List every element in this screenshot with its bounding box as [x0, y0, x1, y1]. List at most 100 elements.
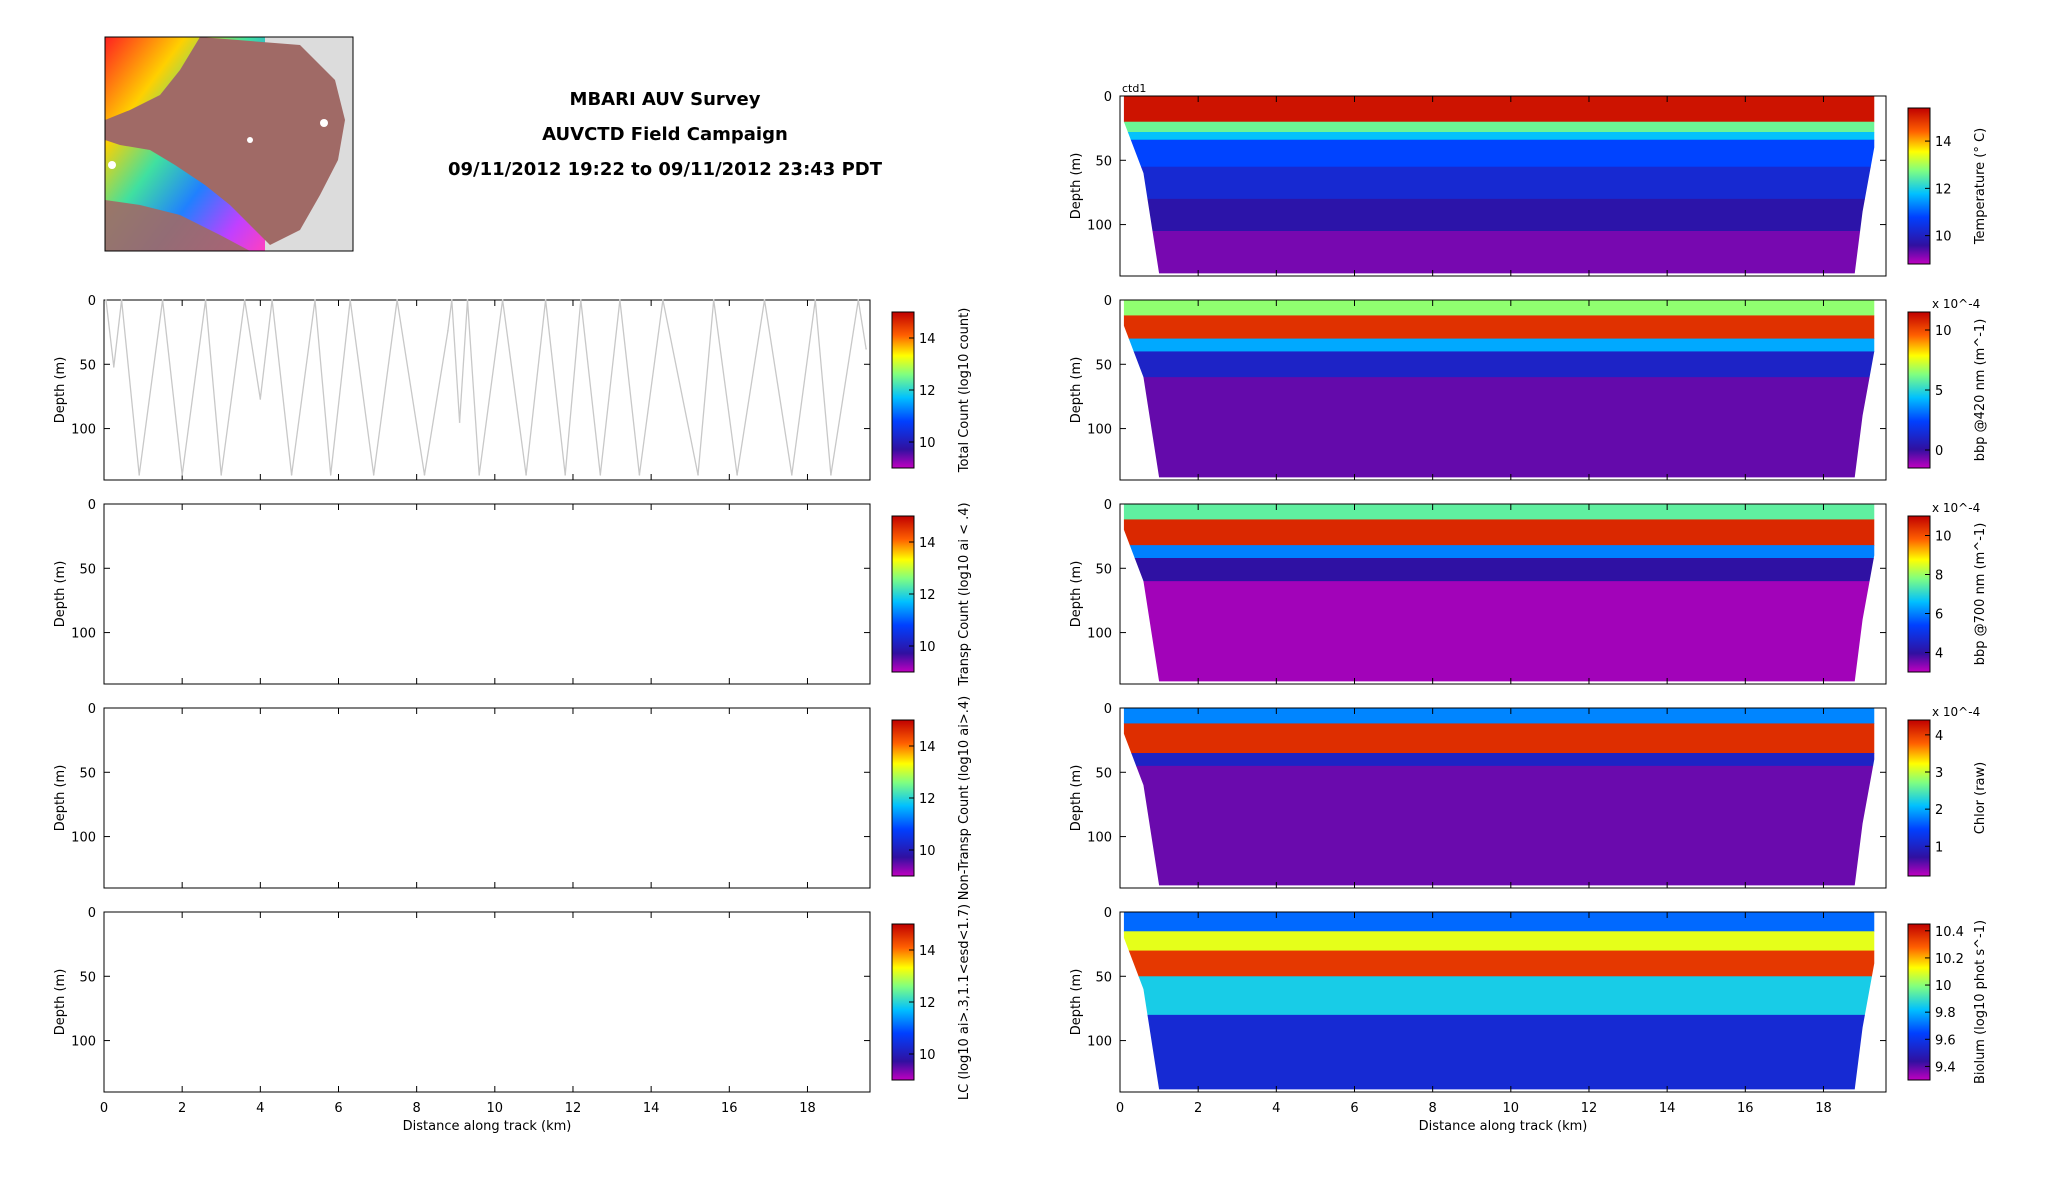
colorbar-label: LC (log10 ai>.3,1.1<esd<1.7)	[957, 904, 972, 1100]
colorbar-right-4: 9.4 9.6 9.8 10 10.2 10.4 Biolum (log10 phot s^…	[1907, 920, 1988, 1084]
map-land-south	[105, 200, 250, 251]
track-point	[259, 398, 262, 400]
colorbar-tick-label: 12	[919, 588, 936, 603]
y-tick-label: 0	[1104, 90, 1112, 105]
heatmap-layer	[1123, 231, 1875, 274]
y-tick-label: 0	[1104, 702, 1112, 717]
y-tick-label: 50	[79, 562, 96, 577]
x-tick-label: 18	[799, 1101, 816, 1116]
colorbar-right-3: 1 2 3 4 x 10^-4 Chlor (raw)	[1907, 705, 1988, 877]
x-tick-label: 16	[721, 1101, 738, 1116]
colorbar-tick-label: 6	[1935, 608, 1943, 623]
x-tick-label: 8	[413, 1101, 421, 1116]
y-tick-label: 50	[79, 358, 96, 373]
map-marker-east	[320, 119, 328, 127]
x-tick-label: 0	[100, 1101, 108, 1116]
y-axis-label: Depth (m)	[53, 561, 68, 628]
axes-frame	[1119, 707, 1887, 889]
track-point	[830, 474, 832, 476]
axes-frame	[1119, 503, 1887, 685]
track-point	[763, 299, 766, 301]
track-point	[451, 299, 453, 301]
y-tick-label: 50	[79, 766, 96, 781]
colorbar-tick-label: 10	[919, 436, 936, 451]
heatmap-layer	[1123, 338, 1875, 352]
colorbar-label: Non-Transp Count (log10 ai>.4)	[957, 696, 972, 900]
colorbar-label: Temperature (° C)	[1973, 128, 1988, 245]
x-tick-label: 6	[334, 1101, 342, 1116]
colorbar-right-1: 0 5 10 x 10^-4 bbp @420 nm (m^-1)	[1907, 297, 1988, 469]
track-point	[736, 474, 738, 476]
heatmap-body	[1123, 300, 1875, 478]
track-point	[423, 474, 426, 476]
y-tick-label: 100	[71, 423, 96, 438]
heatmap-body	[1123, 912, 1875, 1090]
colorbar-tick-label: 12	[1935, 182, 1952, 197]
y-tick-label: 0	[1104, 498, 1112, 513]
track-point	[662, 299, 664, 301]
y-axis-label: Depth (m)	[53, 357, 68, 424]
heatmap-0: ctd1	[1122, 82, 1875, 274]
colorbar-tick-label: 2	[1935, 803, 1943, 818]
x-tick-label: 4	[256, 1101, 264, 1116]
y-axis-label: Depth (m)	[1069, 153, 1084, 220]
map-frame	[104, 36, 354, 252]
x-tick-label: 8	[1429, 1101, 1437, 1116]
track-point	[619, 299, 621, 301]
heatmap-layer	[1123, 765, 1875, 886]
colorbar-gradient	[1907, 107, 1931, 265]
track-point	[865, 348, 867, 350]
heatmap-body	[1123, 504, 1875, 682]
y-tick-label: 0	[1104, 294, 1112, 309]
axes-frame	[1119, 95, 1887, 277]
colorbar-left-1: 10 12 14 Transp Count (log10 ai < .4)	[891, 502, 972, 687]
y-tick-label: 100	[1087, 831, 1112, 846]
colorbar-tick-label: 10	[1935, 230, 1952, 245]
track-point	[478, 474, 480, 476]
track-point	[105, 299, 107, 301]
track-point	[220, 474, 223, 476]
colorbar-exponent: x 10^-4	[1932, 297, 1980, 311]
heatmap-layer	[1123, 198, 1875, 232]
panel-tag: ctd1	[1122, 82, 1146, 95]
y-tick-label: 50	[1095, 970, 1112, 985]
colorbar-tick-label: 5	[1935, 384, 1943, 399]
x-tick-label: 10	[1503, 1101, 1520, 1116]
track-point	[329, 474, 332, 476]
colorbar-tick-label: 14	[919, 332, 936, 347]
x-tick-label: 6	[1350, 1101, 1358, 1116]
y-tick-label: 100	[1087, 219, 1112, 234]
figure-title-block: MBARI AUV Survey AUVCTD Field Campaign 0…	[440, 82, 890, 187]
track-point	[857, 299, 860, 301]
figure-title: MBARI AUV Survey	[569, 89, 761, 110]
colorbar-tick-label: 14	[1935, 135, 1952, 150]
heatmap-layer	[1123, 351, 1875, 378]
map-land	[105, 37, 345, 245]
heatmap-body	[1123, 96, 1875, 274]
x-tick-label: 4	[1272, 1101, 1280, 1116]
y-axis-label: Depth (m)	[53, 765, 68, 832]
heatmap-3	[1123, 708, 1875, 886]
axes-frame	[1119, 911, 1887, 1093]
y-tick-label: 0	[88, 294, 96, 309]
heatmap-layer	[1123, 96, 1875, 123]
heatmap-1	[1123, 300, 1875, 478]
colorbar-tick-label: 10	[919, 844, 936, 859]
x-tick-label: 14	[1659, 1101, 1676, 1116]
heatmap-layer	[1123, 300, 1875, 316]
track-point	[447, 330, 449, 332]
colorbar-tick-label: 14	[919, 536, 936, 551]
heatmap-layer	[1123, 931, 1875, 952]
track-point	[501, 299, 504, 301]
y-axis-label: Depth (m)	[53, 969, 68, 1036]
x-tick-label: 12	[565, 1101, 582, 1116]
track-point	[791, 474, 793, 476]
x-tick-label: 2	[1194, 1101, 1202, 1116]
colorbar-tick-label: 9.6	[1935, 1033, 1956, 1048]
track-point	[525, 474, 527, 476]
heatmap-layer	[1123, 139, 1875, 168]
y-tick-label: 100	[1087, 627, 1112, 642]
